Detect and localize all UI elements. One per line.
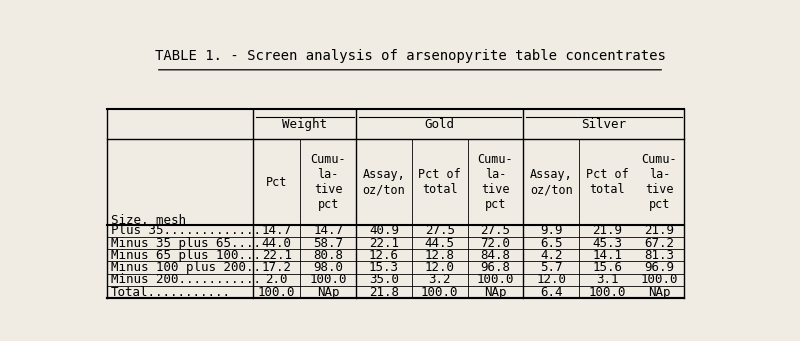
Text: 15.3: 15.3 — [369, 261, 399, 274]
Text: 67.2: 67.2 — [645, 237, 674, 250]
Text: 4.2: 4.2 — [540, 249, 562, 262]
Text: Plus 35.............: Plus 35............. — [110, 224, 261, 237]
Text: 15.6: 15.6 — [592, 261, 622, 274]
Text: 2.0: 2.0 — [266, 273, 288, 286]
Text: 3.1: 3.1 — [596, 273, 618, 286]
Text: 100.0: 100.0 — [477, 273, 514, 286]
Text: Pct of
total: Pct of total — [586, 168, 629, 196]
Text: 14.1: 14.1 — [592, 249, 622, 262]
Text: 100.0: 100.0 — [641, 273, 678, 286]
Text: Size, mesh: Size, mesh — [110, 214, 186, 227]
Text: 6.5: 6.5 — [540, 237, 562, 250]
Text: 100.0: 100.0 — [258, 286, 295, 299]
Text: 27.5: 27.5 — [481, 224, 510, 237]
Text: 14.7: 14.7 — [262, 224, 292, 237]
Text: Minus 65 plus 100...: Minus 65 plus 100... — [110, 249, 261, 262]
Text: 22.1: 22.1 — [262, 249, 292, 262]
Text: 17.2: 17.2 — [262, 261, 292, 274]
Text: Silver: Silver — [582, 118, 626, 131]
Text: 14.7: 14.7 — [313, 224, 343, 237]
Text: 96.9: 96.9 — [645, 261, 674, 274]
Text: 45.3: 45.3 — [592, 237, 622, 250]
Text: 84.8: 84.8 — [481, 249, 510, 262]
Text: 12.8: 12.8 — [425, 249, 454, 262]
Text: 96.8: 96.8 — [481, 261, 510, 274]
Text: 12.0: 12.0 — [536, 273, 566, 286]
Text: 81.3: 81.3 — [645, 249, 674, 262]
Text: 44.5: 44.5 — [425, 237, 454, 250]
Text: 5.7: 5.7 — [540, 261, 562, 274]
Text: Pct: Pct — [266, 176, 287, 189]
Text: Pct of
total: Pct of total — [418, 168, 461, 196]
Text: 21.8: 21.8 — [369, 286, 399, 299]
Text: 100.0: 100.0 — [421, 286, 458, 299]
Text: Cumu-
la-
tive
pct: Cumu- la- tive pct — [478, 153, 514, 211]
Text: 100.0: 100.0 — [589, 286, 626, 299]
Text: 40.9: 40.9 — [369, 224, 399, 237]
Text: 58.7: 58.7 — [313, 237, 343, 250]
Text: Minus 35 plus 65....: Minus 35 plus 65.... — [110, 237, 261, 250]
Text: 6.4: 6.4 — [540, 286, 562, 299]
Text: 27.5: 27.5 — [425, 224, 454, 237]
Text: Cumu-
la-
tive
pct: Cumu- la- tive pct — [310, 153, 346, 211]
Text: 12.0: 12.0 — [425, 261, 454, 274]
Text: 72.0: 72.0 — [481, 237, 510, 250]
Text: 12.6: 12.6 — [369, 249, 399, 262]
Text: Cumu-
la-
tive
pct: Cumu- la- tive pct — [642, 153, 678, 211]
Text: 100.0: 100.0 — [310, 273, 347, 286]
Text: Total...........: Total........... — [110, 286, 230, 299]
Text: Assay,
oz/ton: Assay, oz/ton — [530, 168, 573, 196]
Text: 35.0: 35.0 — [369, 273, 399, 286]
Text: Weight: Weight — [282, 118, 327, 131]
Text: 22.1: 22.1 — [369, 237, 399, 250]
Text: Assay,
oz/ton: Assay, oz/ton — [362, 168, 406, 196]
Text: NAp: NAp — [317, 286, 339, 299]
Text: Gold: Gold — [425, 118, 454, 131]
Text: 9.9: 9.9 — [540, 224, 562, 237]
Text: 21.9: 21.9 — [645, 224, 674, 237]
Text: NAp: NAp — [648, 286, 670, 299]
Text: Minus 100 plus 200..: Minus 100 plus 200.. — [110, 261, 261, 274]
Text: 98.0: 98.0 — [313, 261, 343, 274]
Text: NAp: NAp — [484, 286, 507, 299]
Text: 21.9: 21.9 — [592, 224, 622, 237]
Text: 80.8: 80.8 — [313, 249, 343, 262]
Text: 3.2: 3.2 — [429, 273, 451, 286]
Text: 44.0: 44.0 — [262, 237, 292, 250]
Text: TABLE 1. - Screen analysis of arsenopyrite table concentrates: TABLE 1. - Screen analysis of arsenopyri… — [154, 49, 666, 63]
Text: Minus 200...........: Minus 200........... — [110, 273, 261, 286]
